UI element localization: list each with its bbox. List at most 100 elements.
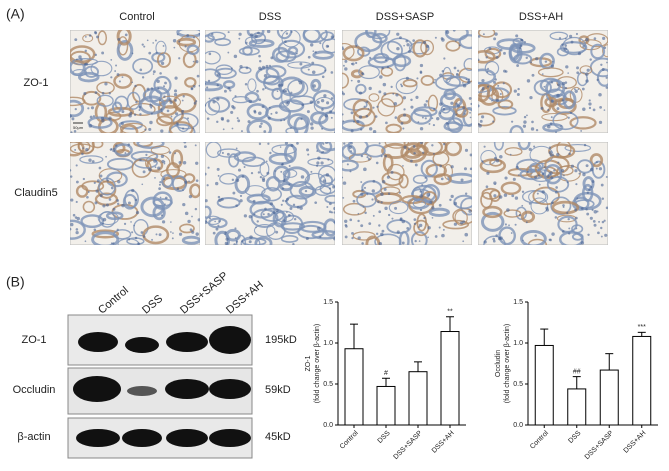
nucleus bbox=[224, 233, 227, 236]
nucleus bbox=[208, 217, 212, 220]
crypt bbox=[380, 92, 404, 108]
nucleus bbox=[514, 196, 519, 200]
nucleus bbox=[378, 242, 383, 245]
nucleus bbox=[362, 206, 365, 208]
nucleus bbox=[139, 68, 143, 72]
nucleus bbox=[195, 60, 199, 64]
crypt bbox=[116, 40, 134, 61]
nucleus bbox=[493, 194, 497, 198]
crypt bbox=[342, 72, 350, 89]
nucleus bbox=[195, 179, 199, 183]
nucleus bbox=[401, 241, 405, 245]
nucleus bbox=[261, 65, 266, 69]
nucleus bbox=[349, 218, 353, 222]
x-tick-label: DSS bbox=[567, 430, 582, 445]
nucleus bbox=[589, 58, 592, 61]
nucleus bbox=[342, 47, 345, 51]
nucleus bbox=[116, 202, 120, 206]
nucleus bbox=[70, 175, 73, 178]
nucleus bbox=[227, 31, 230, 34]
nucleus bbox=[408, 50, 412, 54]
nucleus bbox=[75, 228, 79, 231]
crypt bbox=[532, 186, 560, 206]
crypt bbox=[98, 168, 123, 183]
crypt bbox=[181, 235, 200, 245]
nucleus bbox=[510, 232, 513, 234]
nucleus bbox=[513, 89, 517, 93]
nucleus bbox=[138, 106, 142, 109]
nucleus bbox=[311, 70, 316, 75]
nucleus bbox=[102, 222, 105, 225]
bar bbox=[344, 348, 364, 426]
nucleus bbox=[321, 127, 324, 130]
crypt bbox=[216, 197, 241, 209]
nucleus bbox=[464, 148, 469, 152]
nucleus bbox=[322, 142, 325, 145]
nucleus bbox=[528, 147, 532, 151]
nucleus bbox=[170, 221, 172, 223]
nucleus bbox=[238, 32, 242, 36]
nucleus bbox=[330, 35, 334, 39]
crypt bbox=[312, 50, 334, 60]
nucleus bbox=[549, 171, 553, 175]
nucleus bbox=[317, 156, 321, 160]
nucleus bbox=[101, 51, 105, 55]
x-tick-label: DSS+AH bbox=[431, 430, 456, 455]
nucleus bbox=[425, 44, 430, 49]
nucleus bbox=[342, 46, 344, 49]
nucleus bbox=[440, 177, 444, 181]
nucleus bbox=[83, 91, 87, 96]
nucleus bbox=[284, 142, 289, 145]
nucleus bbox=[192, 85, 196, 88]
nucleus bbox=[207, 166, 210, 169]
nucleus bbox=[88, 34, 92, 37]
nucleus bbox=[215, 227, 219, 231]
column-header: DSS+SASP bbox=[376, 11, 434, 23]
nucleus bbox=[360, 189, 364, 192]
nucleus bbox=[316, 164, 319, 167]
nucleus bbox=[541, 73, 544, 75]
nucleus bbox=[600, 183, 604, 187]
nucleus bbox=[211, 32, 214, 36]
crypt bbox=[435, 74, 461, 91]
nucleus bbox=[100, 116, 104, 120]
crypt bbox=[509, 124, 524, 133]
nucleus bbox=[439, 112, 442, 115]
nucleus bbox=[495, 55, 499, 59]
nucleus bbox=[551, 60, 554, 63]
nucleus bbox=[585, 208, 588, 211]
nucleus bbox=[217, 174, 220, 177]
nucleus bbox=[327, 158, 330, 161]
nucleus bbox=[112, 149, 115, 153]
nucleus bbox=[378, 90, 382, 94]
nucleus bbox=[463, 167, 468, 171]
nucleus bbox=[262, 88, 265, 91]
nucleus bbox=[493, 80, 496, 84]
nucleus bbox=[161, 159, 165, 164]
nucleus bbox=[110, 148, 113, 150]
nucleus bbox=[587, 233, 590, 236]
nucleus bbox=[368, 127, 373, 131]
y-tick-label: 1.0 bbox=[513, 340, 523, 347]
nucleus bbox=[334, 131, 335, 133]
nucleus bbox=[253, 109, 257, 113]
nucleus bbox=[453, 66, 457, 70]
nucleus bbox=[361, 242, 364, 245]
nucleus bbox=[511, 194, 515, 198]
nucleus bbox=[206, 86, 209, 89]
nucleus bbox=[98, 166, 102, 170]
crypt bbox=[116, 30, 132, 46]
nucleus bbox=[603, 46, 607, 50]
nucleus bbox=[368, 86, 372, 91]
nucleus bbox=[320, 161, 324, 165]
nucleus bbox=[131, 81, 134, 84]
nucleus bbox=[509, 153, 512, 156]
nucleus bbox=[355, 61, 358, 65]
nucleus bbox=[241, 175, 245, 178]
nucleus bbox=[449, 198, 452, 202]
nucleus bbox=[521, 190, 525, 193]
nucleus bbox=[550, 64, 555, 68]
crypt bbox=[244, 36, 258, 47]
nucleus bbox=[498, 195, 503, 199]
nucleus bbox=[196, 74, 200, 78]
